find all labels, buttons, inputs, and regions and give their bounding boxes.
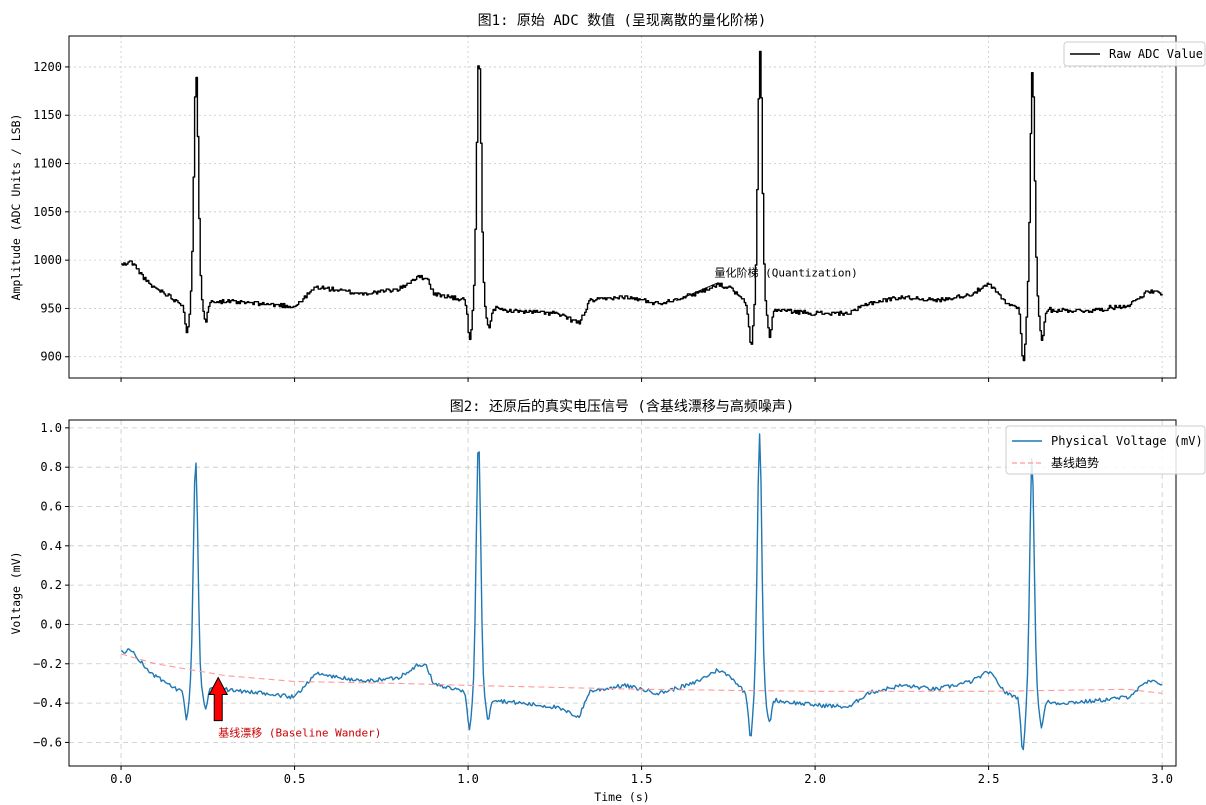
chart-2-legend: Physical Voltage (mV) 基线趋势 — [1005, 425, 1206, 475]
x-tick-label: 0.0 — [110, 772, 132, 786]
y-tick-label: 1000 — [33, 253, 62, 267]
chart-2-grid — [69, 420, 1176, 766]
chart-1: 量化阶梯 (Quantization) 900 950 1000 1050 1100 11… — [9, 12, 1206, 382]
y-tick-label: 0.2 — [40, 578, 62, 592]
chart-2: 基线漂移 (Baseline Wander) 0.0 0.5 1.0 1.5 2.0 2.… — [9, 398, 1206, 804]
y-tick-label: −0.6 — [33, 735, 62, 749]
chart-1-y-ticks: 900 950 1000 1050 1100 1150 1200 — [33, 60, 69, 364]
x-tick-label: 0.5 — [284, 772, 306, 786]
y-tick-label: 0.4 — [40, 539, 62, 553]
chart-2-legend-label-trend: 基线趋势 — [1051, 456, 1099, 470]
baseline-wander-arrow — [208, 676, 229, 722]
y-tick-label: 1100 — [33, 157, 62, 171]
chart-1-legend-label: Raw ADC Value — [1109, 47, 1203, 61]
chart-2-annotation: 基线漂移 (Baseline Wander) — [208, 676, 381, 740]
y-tick-label: 1150 — [33, 108, 62, 122]
y-tick-label: 0.8 — [40, 460, 62, 474]
chart-2-x-ticks: 0.0 0.5 1.0 1.5 2.0 2.5 3.0 — [110, 766, 1173, 786]
chart-2-x-axis-label: Time (s) — [594, 790, 649, 804]
x-tick-label: 2.5 — [978, 772, 1000, 786]
series-line-2 — [120, 653, 1163, 694]
y-tick-label: −0.4 — [33, 696, 62, 710]
chart-1-annotation: 量化阶梯 (Quantization) — [676, 266, 858, 302]
baseline-wander-annotation-text: 基线漂移 (Baseline Wander) — [218, 726, 381, 740]
chart-1-y-axis-label: Amplitude (ADC Units / LSB) — [9, 114, 23, 301]
chart-2-y-ticks: −0.6 −0.4 −0.2 0.0 0.2 0.4 0.6 0.8 1.0 — [33, 421, 69, 749]
x-tick-label: 3.0 — [1151, 772, 1173, 786]
y-tick-label: 1.0 — [40, 421, 62, 435]
chart-1-grid — [69, 36, 1176, 378]
series-line-1 — [120, 433, 1163, 751]
chart-1-legend: Raw ADC Value — [1063, 41, 1206, 67]
chart-2-legend-label-voltage: Physical Voltage (mV) — [1051, 434, 1203, 448]
y-tick-label: 0.6 — [40, 500, 62, 514]
quantization-annotation-line — [676, 282, 719, 302]
chart-1-plot-frame — [68, 35, 1177, 379]
chart-1-title: 图1: 原始 ADC 数值 (呈现离散的量化阶梯) — [478, 12, 767, 29]
chart-2-plot-frame — [68, 419, 1177, 767]
y-tick-label: 1050 — [33, 205, 62, 219]
y-tick-label: 950 — [40, 301, 62, 315]
y-tick-label: 0.0 — [40, 617, 62, 631]
x-tick-label: 2.0 — [804, 772, 826, 786]
quantization-annotation-text: 量化阶梯 (Quantization) — [714, 266, 857, 280]
chart-1-series — [121, 50, 1163, 362]
chart-2-series — [120, 433, 1163, 751]
series-line-1 — [121, 50, 1163, 362]
y-tick-label: 1200 — [33, 60, 62, 74]
chart-1-x-ticks — [120, 378, 1163, 382]
y-tick-label: −0.2 — [33, 657, 62, 671]
chart-1-legend-box — [1063, 41, 1206, 67]
y-tick-label: 900 — [40, 350, 62, 364]
chart-2-title: 图2: 还原后的真实电压信号 (含基线漂移与高频噪声) — [450, 398, 795, 415]
x-tick-label: 1.5 — [631, 772, 653, 786]
chart-2-legend-box — [1005, 425, 1206, 475]
chart-2-y-axis-label: Voltage (mV) — [9, 551, 23, 634]
x-tick-label: 1.0 — [457, 772, 479, 786]
